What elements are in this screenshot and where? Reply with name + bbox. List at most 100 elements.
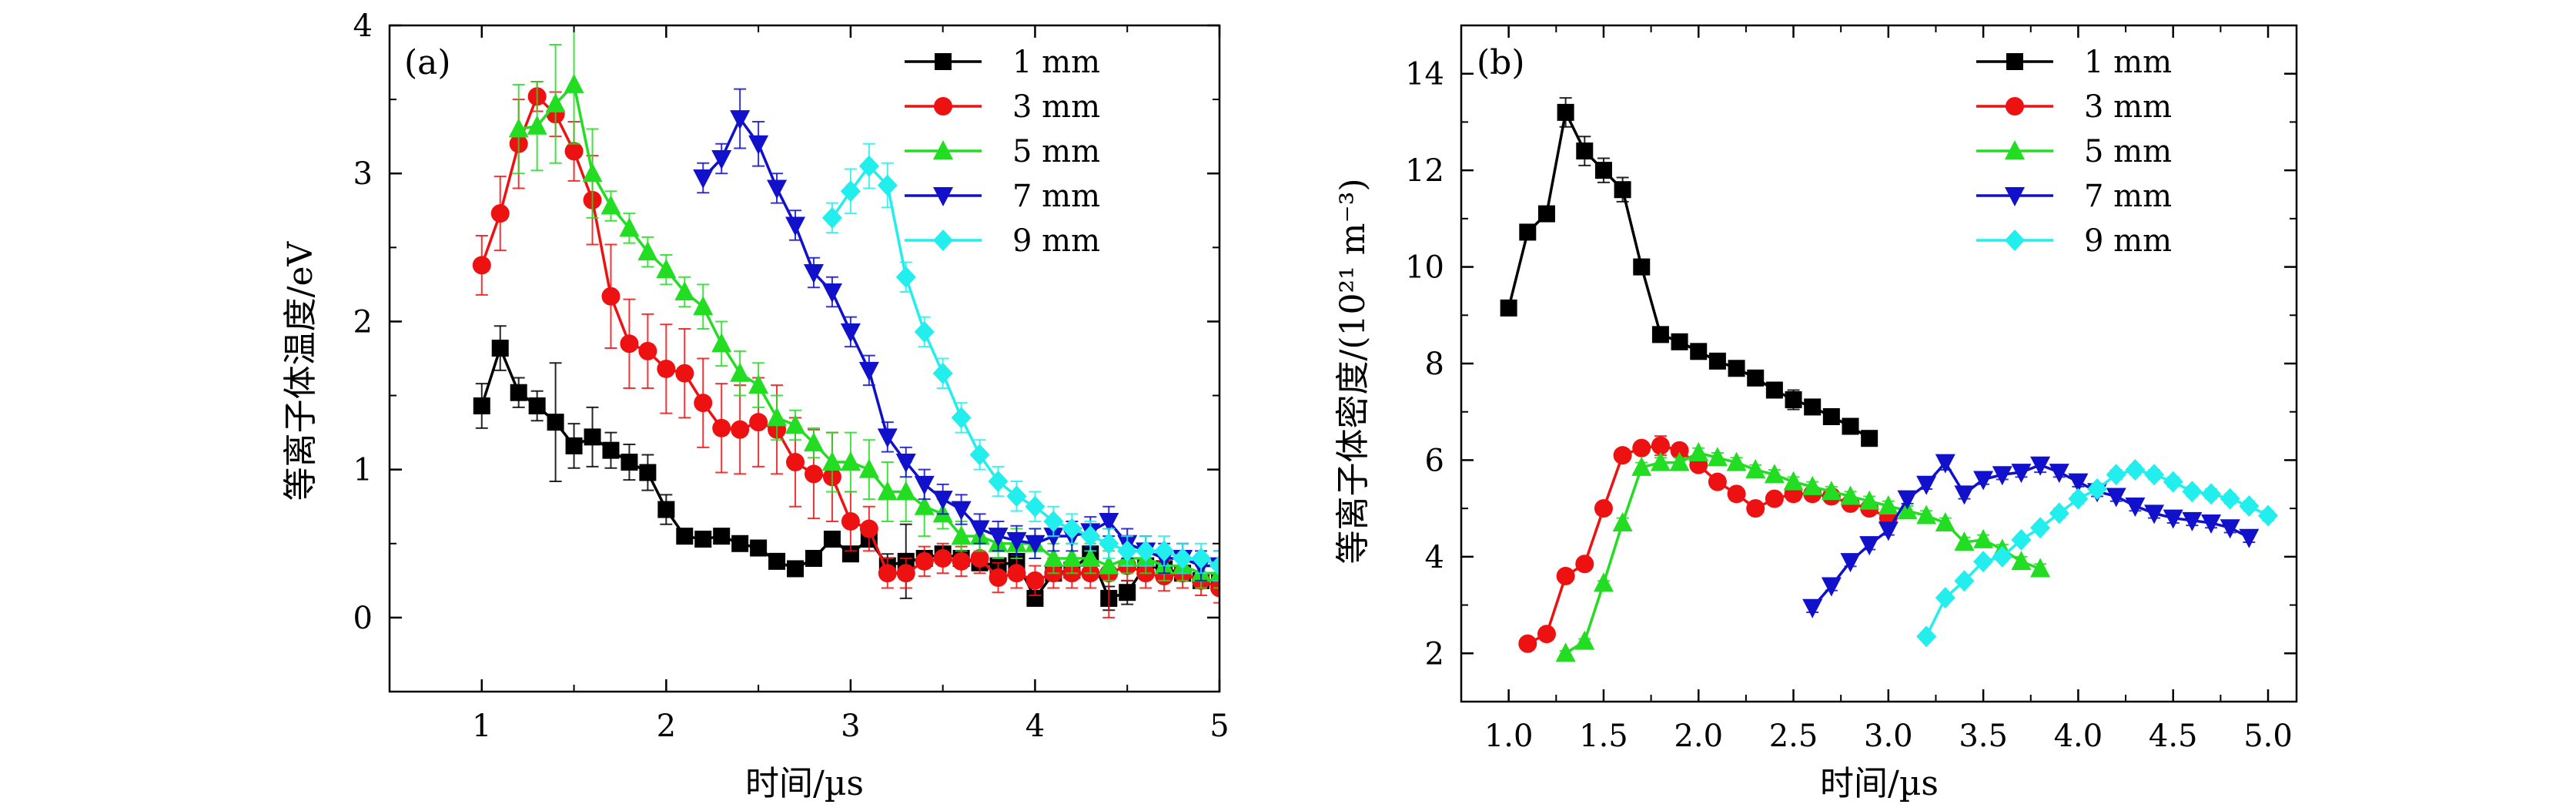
data-point	[1043, 528, 1064, 548]
data-point	[1594, 162, 1612, 179]
data-point	[951, 525, 972, 545]
data-point	[785, 216, 806, 236]
data-point	[731, 535, 749, 552]
data-point	[694, 394, 713, 413]
legend-marker	[2005, 140, 2025, 159]
data-point	[1006, 531, 1027, 551]
data-point	[2163, 471, 2183, 493]
legend-label: 7 mm	[2084, 179, 2172, 214]
data-point	[785, 414, 806, 434]
data-point	[473, 397, 490, 415]
series-9mm-1	[1916, 458, 2279, 648]
data-point	[1727, 484, 1746, 504]
series-5mm-1	[1555, 442, 2051, 662]
legend-entry: 1 mm	[905, 45, 1100, 80]
data-point	[858, 361, 879, 381]
data-point	[1651, 436, 1670, 455]
legend-entry: 9 mm	[905, 223, 1100, 259]
data-point	[2011, 528, 2032, 551]
data-point	[768, 552, 786, 570]
chart-panel-b: 1.0 1.5 2.0 2.5 3.0 3.5 4.0 4.5 5.0 2 4 6 8 10 12 14 (b…	[1333, 24, 2298, 803]
data-point	[1043, 510, 1064, 532]
data-point	[1576, 142, 1594, 160]
data-point	[1897, 500, 1918, 520]
data-point	[1840, 553, 1861, 573]
data-point	[1765, 489, 1784, 508]
data-point	[1191, 548, 1212, 569]
data-point	[527, 115, 547, 135]
data-point	[1804, 398, 1822, 416]
x-tick-label: 1.0	[1484, 719, 1534, 754]
data-point	[858, 458, 879, 478]
series-1mm-1	[1500, 97, 1878, 447]
data-point	[1859, 490, 1880, 510]
data-point	[584, 428, 601, 446]
data-point	[840, 451, 861, 471]
x-tick-label: 3.5	[1959, 719, 2008, 754]
legend-marker	[935, 53, 952, 70]
data-point	[1574, 630, 1595, 650]
x-tick-label: 2.0	[1674, 719, 1723, 754]
data-point	[933, 549, 952, 568]
legend-marker	[2006, 97, 2024, 116]
data-point	[547, 414, 564, 431]
data-point	[1708, 472, 1727, 491]
data-point	[1593, 572, 1614, 592]
data-point	[2201, 514, 2222, 534]
data-point	[1669, 451, 1690, 471]
data-point	[1537, 625, 1556, 644]
data-point	[1992, 545, 2012, 568]
data-point	[2220, 488, 2240, 510]
data-point	[1080, 548, 1101, 567]
y-tick-label: 4	[353, 8, 373, 44]
data-point	[1992, 466, 2012, 486]
data-point	[914, 320, 935, 343]
data-point	[1006, 485, 1027, 508]
data-point	[1821, 481, 1842, 501]
data-point	[1690, 343, 1708, 360]
data-point	[1726, 451, 1747, 471]
data-point	[804, 464, 823, 484]
data-point	[877, 428, 898, 448]
legend-marker	[934, 97, 952, 116]
data-point	[582, 163, 603, 183]
data-point	[508, 118, 529, 138]
x-tick-label: 2	[657, 709, 676, 744]
y-tick-label: 1	[353, 453, 373, 488]
data-point	[1802, 475, 1823, 495]
data-point	[2030, 558, 2051, 578]
plot-layer-a	[472, 25, 1219, 618]
data-point	[1099, 512, 1119, 532]
data-point	[1746, 499, 1765, 518]
data-point	[821, 206, 842, 229]
data-point	[1025, 495, 1045, 518]
data-point	[675, 364, 694, 383]
y-axis-title-b: 等离子体密度/(10²¹ m⁻³)	[1333, 179, 1373, 565]
data-point	[786, 453, 805, 472]
data-point	[1519, 223, 1537, 241]
data-point	[2049, 464, 2069, 484]
data-point	[1500, 299, 1517, 317]
data-point	[711, 333, 732, 353]
data-point	[877, 481, 898, 501]
legend-entry: 3 mm	[1976, 89, 2172, 125]
data-point	[1594, 499, 1613, 518]
data-point	[2182, 511, 2203, 531]
data-point	[1878, 495, 1899, 515]
data-point	[730, 362, 751, 382]
data-point	[896, 564, 915, 583]
data-point	[840, 323, 861, 343]
data-point	[787, 560, 805, 578]
data-point	[1935, 587, 1955, 609]
data-point	[2220, 519, 2240, 539]
data-point	[472, 256, 491, 275]
data-point	[2087, 478, 2108, 501]
data-point	[564, 142, 584, 161]
x-tick-label: 1	[472, 709, 491, 744]
data-point	[859, 519, 878, 538]
data-point	[601, 195, 621, 215]
x-tick-label: 4.5	[2149, 719, 2198, 754]
data-point	[638, 341, 657, 360]
y-tick-label: 0	[353, 601, 373, 636]
data-point	[2144, 504, 2165, 524]
